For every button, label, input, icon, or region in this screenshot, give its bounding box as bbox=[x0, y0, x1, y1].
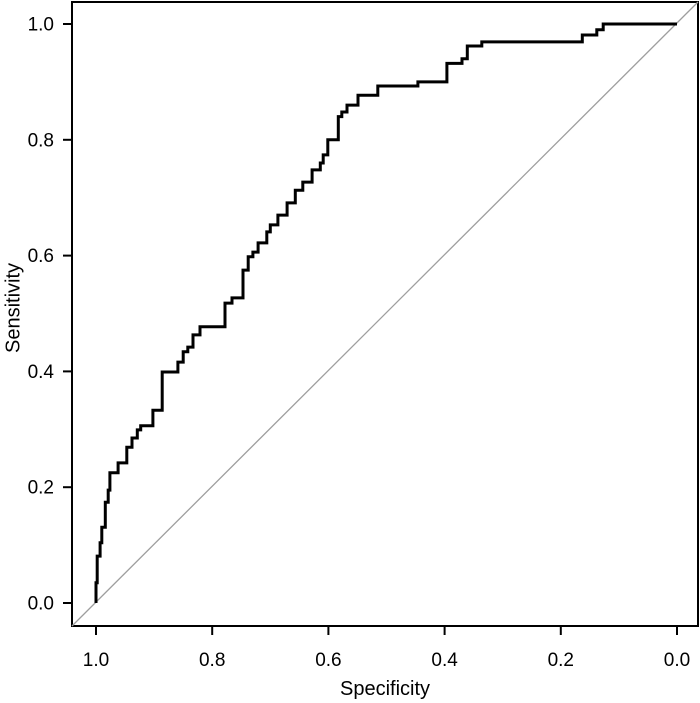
x-axis-tick-label: 0.4 bbox=[431, 650, 458, 671]
x-axis-title: Specificity bbox=[339, 678, 431, 700]
x-axis-tick-label: 1.0 bbox=[83, 650, 109, 671]
x-axis-tick-label: 0.8 bbox=[199, 650, 225, 671]
y-axis-tick-label: 0.8 bbox=[28, 130, 54, 151]
y-axis-tick-label: 0.2 bbox=[28, 478, 54, 499]
y-axis-tick-label: 0.0 bbox=[28, 594, 54, 615]
y-axis-tick-label: 1.0 bbox=[28, 15, 54, 36]
y-axis-tick-label: 0.4 bbox=[28, 362, 55, 383]
x-axis-tick-label: 0.0 bbox=[664, 650, 690, 671]
x-axis-tick-label: 0.2 bbox=[548, 650, 574, 671]
y-axis-title: Sensitivity bbox=[2, 262, 25, 354]
y-axis-tick-label: 0.6 bbox=[28, 246, 54, 267]
plot-box bbox=[71, 1, 699, 627]
chance-diagonal-line bbox=[71, 1, 699, 627]
roc-curve bbox=[94, 22, 677, 603]
x-axis-tick-label: 0.6 bbox=[315, 650, 341, 671]
